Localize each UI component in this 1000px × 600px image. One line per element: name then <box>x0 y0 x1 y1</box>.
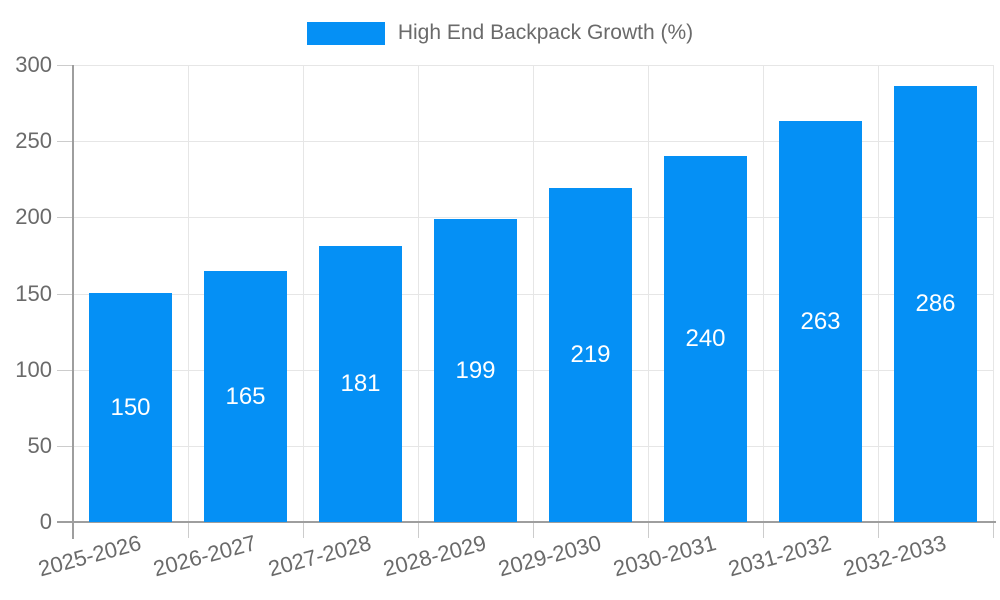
gridline-vertical <box>188 65 189 522</box>
y-tick-label: 200 <box>15 204 52 229</box>
bar-2026-2027[interactable] <box>204 271 287 522</box>
legend-label: High End Backpack Growth (%) <box>397 21 694 44</box>
bar-value-label: 199 <box>455 357 496 384</box>
bar-value-label: 286 <box>915 290 956 317</box>
bar-2030-2031[interactable] <box>664 156 747 522</box>
gridline-vertical <box>303 65 304 522</box>
gridline-vertical <box>533 65 534 522</box>
y-tick-label: 150 <box>15 281 52 306</box>
bar-2025-2026[interactable] <box>89 293 172 522</box>
y-axis-tick <box>57 217 73 218</box>
bar-value-label: 263 <box>800 308 841 335</box>
gridline-vertical <box>878 65 879 522</box>
x-tick-label: 2027-2028 <box>265 530 374 582</box>
y-axis-tick <box>57 446 73 447</box>
x-tick-label: 2032-2033 <box>840 530 949 582</box>
y-tick-label: 100 <box>15 357 52 382</box>
x-axis-line <box>57 521 996 523</box>
y-axis-line <box>72 65 74 539</box>
x-tick-label: 2025-2026 <box>35 530 144 582</box>
bar-2028-2029[interactable] <box>434 219 517 522</box>
y-axis-tick <box>57 65 73 66</box>
x-tick-label: 2030-2031 <box>610 530 719 582</box>
y-tick-label: 250 <box>15 128 52 153</box>
gridline-vertical <box>993 65 994 522</box>
y-axis-tick <box>57 370 73 371</box>
x-axis-tick <box>303 522 304 538</box>
x-tick-label: 2031-2032 <box>725 530 834 582</box>
x-tick-label: 2029-2030 <box>495 530 604 582</box>
bar-2031-2032[interactable] <box>779 121 862 522</box>
bar-value-label: 150 <box>110 394 151 421</box>
bar-2029-2030[interactable] <box>549 188 632 522</box>
x-axis-tick <box>993 522 994 538</box>
bar-value-label: 165 <box>225 383 266 410</box>
gridline-vertical <box>763 65 764 522</box>
x-tick-label: 2026-2027 <box>150 530 259 582</box>
x-axis-tick <box>418 522 419 538</box>
y-tick-label: 0 <box>39 509 52 534</box>
x-axis-tick <box>533 522 534 538</box>
legend-swatch <box>306 21 385 45</box>
y-axis-tick <box>57 141 73 142</box>
gridline-vertical <box>648 65 649 522</box>
bar-2027-2028[interactable] <box>319 246 402 522</box>
bar-value-label: 219 <box>570 341 611 368</box>
y-tick-label: 50 <box>27 433 52 458</box>
chart-legend[interactable]: High End Backpack Growth (%) <box>0 20 1000 46</box>
bar-value-label: 240 <box>685 325 726 352</box>
x-axis-tick <box>188 522 189 538</box>
bar-2032-2033[interactable] <box>894 86 977 522</box>
gridline-vertical <box>418 65 419 522</box>
x-axis-tick <box>763 522 764 538</box>
x-axis-tick <box>878 522 879 538</box>
x-axis-tick <box>648 522 649 538</box>
y-tick-label: 300 <box>15 52 52 77</box>
bar-value-label: 181 <box>340 370 381 397</box>
y-axis-tick <box>57 294 73 295</box>
x-tick-label: 2028-2029 <box>380 530 489 582</box>
